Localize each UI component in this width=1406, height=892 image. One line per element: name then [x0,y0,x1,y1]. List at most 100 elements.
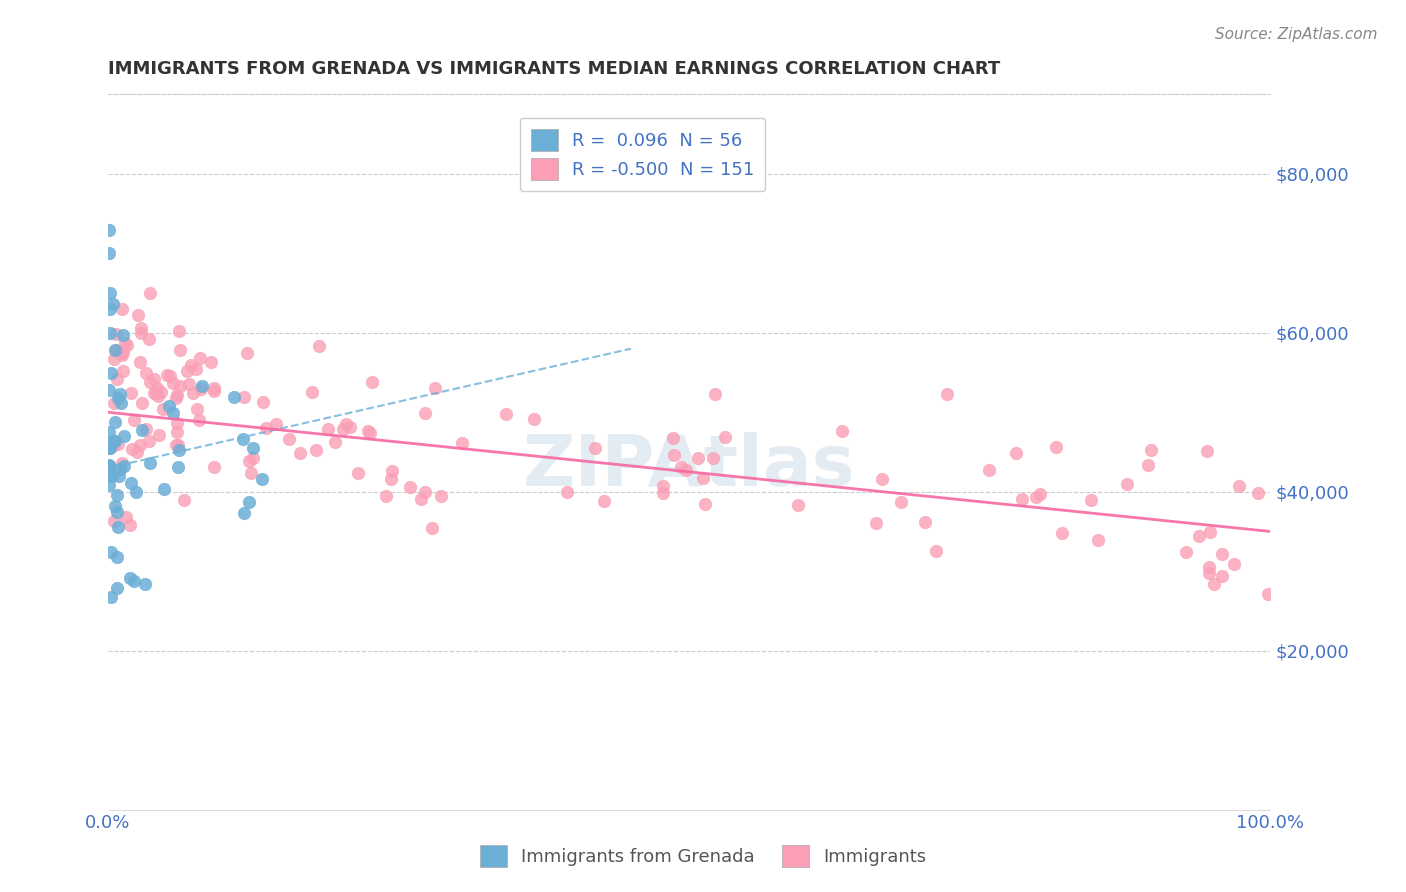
Point [1204,576,1226,591]
Point [107,468,129,483]
Point [103,434,125,449]
Point [1223,557,1246,571]
Point [165,392,187,406]
Point [200,355,222,369]
Point [301,384,323,399]
Point [688,451,710,466]
Point [166,416,188,430]
Point [135,422,157,436]
Point [232,506,254,520]
Point [669,459,692,474]
Point [143,386,166,401]
Point [1211,569,1233,583]
Point [429,489,451,503]
Point [131,326,153,341]
Point [202,381,225,395]
Point [114,510,136,524]
Point [129,320,152,334]
Point [114,336,136,351]
Point [222,390,245,404]
Point [186,402,208,417]
Point [105,581,128,595]
Point [129,355,152,369]
Point [252,395,274,409]
Point [555,484,578,499]
Point [105,505,128,519]
Point [187,413,209,427]
Point [111,457,134,471]
Point [127,308,149,322]
Point [1045,440,1067,454]
Legend: Immigrants from Grenada, Immigrants: Immigrants from Grenada, Immigrants [472,838,934,874]
Point [103,352,125,367]
Point [1087,533,1109,548]
Point [346,466,368,480]
Point [166,460,188,475]
Point [121,442,143,457]
Point [266,417,288,431]
Point [381,464,404,478]
Point [1052,526,1074,541]
Point [308,338,330,352]
Point [1137,458,1160,472]
Point [323,435,346,450]
Point [153,482,176,496]
Point [787,498,810,512]
Point [380,472,402,486]
Point [359,426,381,441]
Point [98,286,121,301]
Point [120,476,142,491]
Point [165,438,187,452]
Point [104,415,127,429]
Point [702,450,724,465]
Point [695,497,717,511]
Point [105,549,128,564]
Point [146,381,169,395]
Point [112,327,135,342]
Point [332,422,354,436]
Point [115,338,138,352]
Point [238,495,260,509]
Point [98,461,121,475]
Point [316,422,339,436]
Point [1199,525,1222,540]
Point [191,379,214,393]
Point [180,359,202,373]
Point [149,385,172,400]
Point [583,441,606,455]
Point [98,326,121,340]
Point [146,389,169,403]
Point [104,499,127,513]
Legend: R =  0.096  N = 56, R = -0.500  N = 151: R = 0.096 N = 56, R = -0.500 N = 151 [520,118,765,191]
Point [98,442,121,456]
Point [107,520,129,534]
Point [111,364,134,378]
Point [100,468,122,483]
Point [495,408,517,422]
Point [1211,547,1233,561]
Point [1011,492,1033,507]
Point [120,571,142,585]
Point [254,421,277,435]
Point [100,544,122,558]
Point [288,446,311,460]
Point [357,425,380,439]
Point [661,431,683,445]
Point [188,351,211,365]
Point [110,345,132,359]
Point [111,345,134,359]
Point [169,343,191,357]
Point [104,434,127,448]
Point [662,448,685,462]
Point [1188,529,1211,543]
Point [398,480,420,494]
Point [162,406,184,420]
Point [111,348,134,362]
Point [145,386,167,401]
Point [202,460,225,475]
Point [167,438,190,452]
Point [1198,559,1220,574]
Point [714,430,737,444]
Point [98,458,121,473]
Point [157,399,180,413]
